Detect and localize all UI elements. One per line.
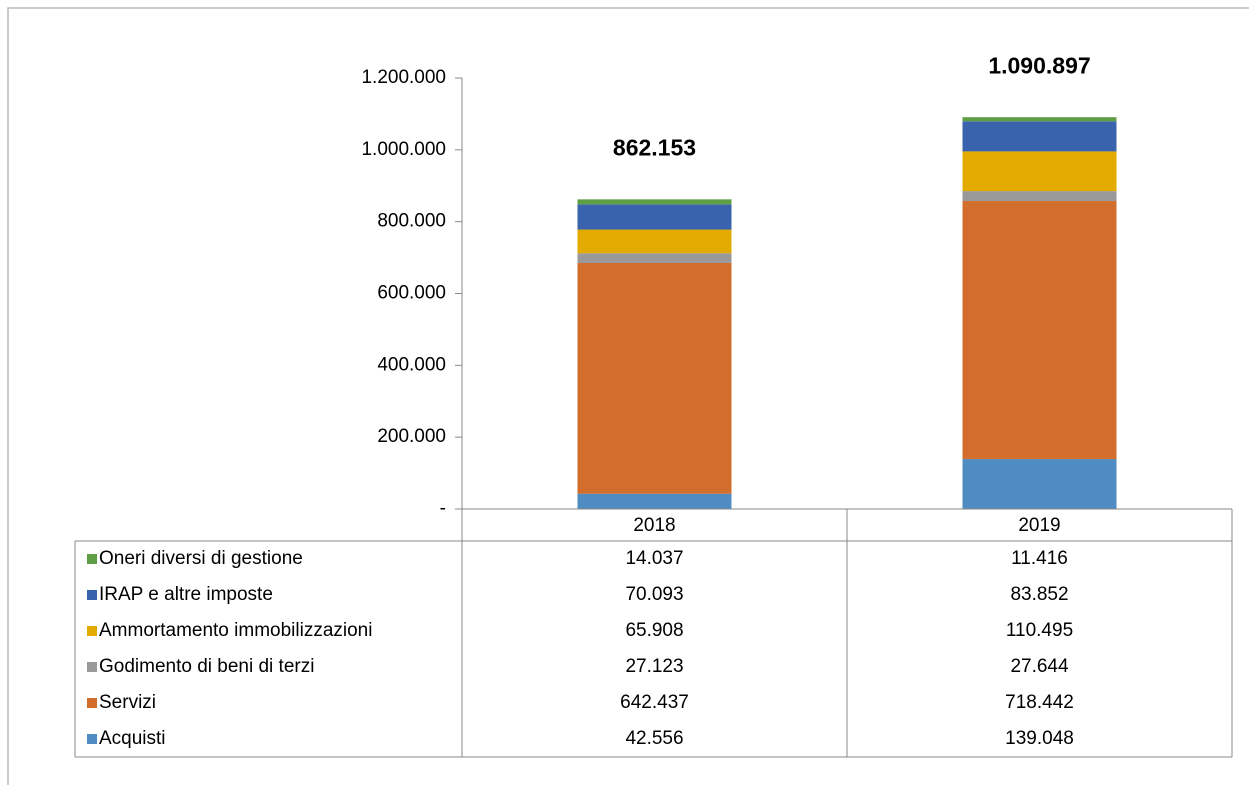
y-tick-label: 600.000	[377, 283, 446, 304]
bar-segment	[962, 459, 1117, 509]
legend-label: Godimento di beni di terzi	[99, 656, 314, 677]
table-value: 83.852	[1010, 584, 1068, 605]
legend-label: IRAP e altre imposte	[99, 584, 273, 605]
legend-swatch	[87, 590, 97, 600]
x-tick-label: 2019	[1018, 515, 1060, 536]
bar-segment	[962, 117, 1117, 122]
bar-segment	[577, 262, 732, 494]
legend-swatch	[87, 662, 97, 672]
bar-segment	[962, 191, 1117, 202]
bar-segment	[577, 199, 732, 205]
table-value: 718.442	[1005, 692, 1074, 713]
table-value: 110.495	[1006, 620, 1073, 641]
table-value: 642.437	[620, 692, 689, 713]
table-value: 70.093	[625, 584, 683, 605]
table-value: 27.644	[1010, 656, 1069, 677]
y-tick-label: 800.000	[377, 211, 446, 232]
legend-swatch	[87, 626, 97, 636]
y-tick-label: 1.000.000	[361, 139, 446, 160]
legend-label: Servizi	[99, 692, 156, 713]
total-label: 1.090.897	[988, 52, 1090, 78]
bar-segment	[577, 204, 732, 230]
table-value: 42.556	[625, 728, 683, 749]
legend-label: Oneri diversi di gestione	[99, 548, 303, 569]
y-tick-label: -	[440, 498, 446, 519]
y-tick-label: 200.000	[377, 426, 446, 447]
legend-swatch	[87, 698, 97, 708]
legend-swatch	[87, 734, 97, 744]
table-value: 14.037	[625, 548, 683, 569]
table-value: 65.908	[625, 620, 683, 641]
bar-segment	[577, 253, 732, 263]
bar-segment	[962, 151, 1117, 192]
table-value: 11.416	[1011, 548, 1068, 569]
y-tick-label: 400.000	[377, 354, 446, 375]
table-value: 27.123	[625, 656, 683, 677]
y-tick-label: 1.200.000	[361, 67, 446, 88]
legend-label: Acquisti	[99, 728, 166, 749]
chart-border	[7, 7, 1249, 785]
total-label: 862.153	[613, 134, 696, 160]
bar-segment	[962, 201, 1117, 460]
bar-segment	[577, 229, 732, 254]
x-tick-label: 2018	[633, 515, 675, 536]
bar-segment	[577, 493, 732, 509]
legend-swatch	[87, 554, 97, 564]
bar-segment	[962, 121, 1117, 152]
table-value: 139.048	[1005, 728, 1074, 749]
legend-label: Ammortamento immobilizzazioni	[99, 620, 372, 641]
